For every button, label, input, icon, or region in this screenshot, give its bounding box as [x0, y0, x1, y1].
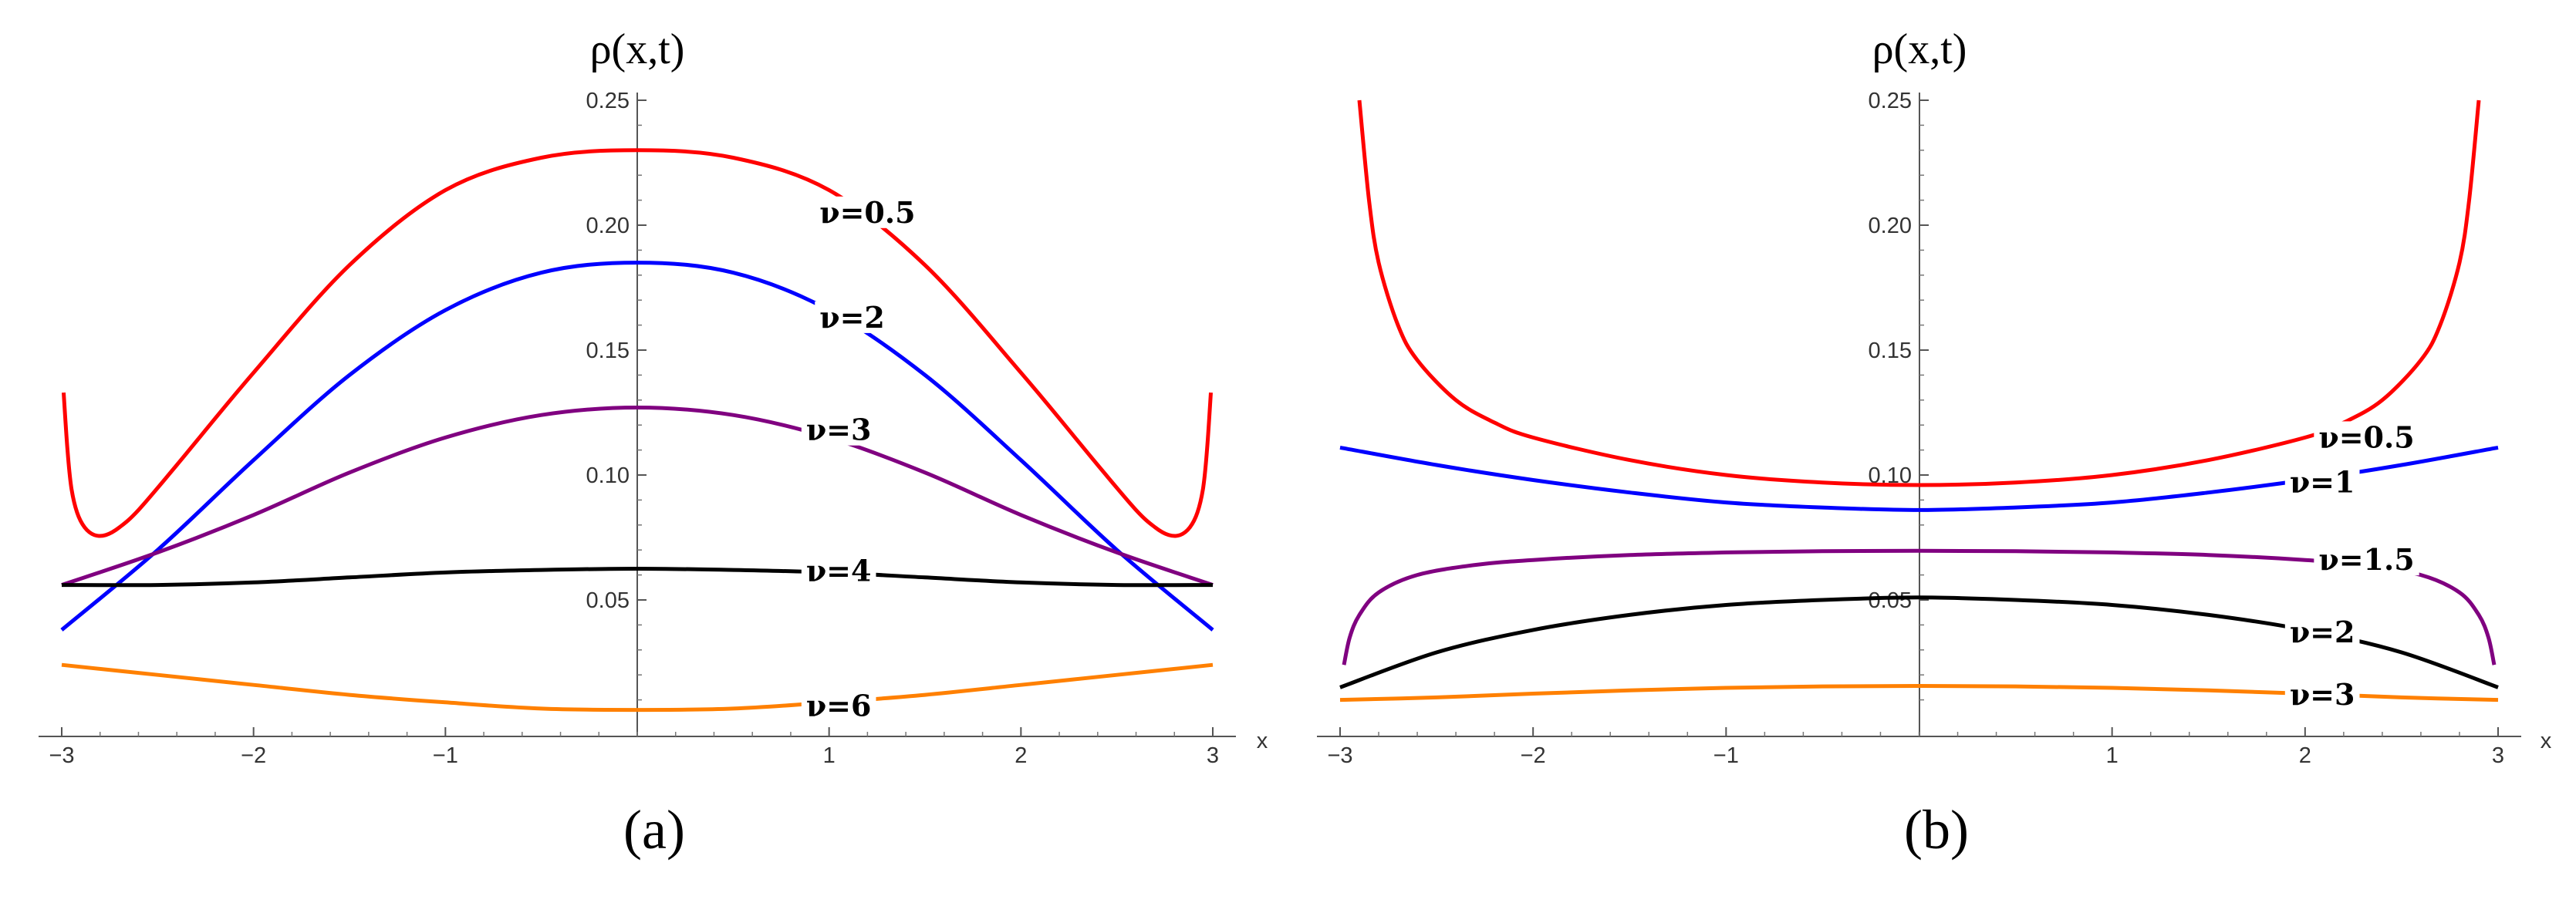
panel-caption: (b) — [1904, 799, 1969, 861]
x-axis-label: x — [2541, 729, 2552, 753]
panel-a: −3 −2 −1 1 2 3 0.05 0.10 0.15 0.20 0.25 ν=0.5 ν=2 ν=3… — [39, 25, 1268, 861]
curve-label: ν=0.5 — [2318, 419, 2414, 454]
panel-b: −3 −2 −1 1 2 30.050.100.150.200.25ν=0.5ν=1ν=1… — [1317, 25, 2552, 861]
curve-label: ν=6 — [806, 689, 872, 723]
x-tick-label: 2 — [1015, 743, 1027, 768]
y-axis-label: ρ(x,t) — [1872, 25, 1967, 73]
curve-label: ν=1.5 — [2318, 542, 2414, 577]
x-tick-label: −3 — [1327, 743, 1352, 768]
curve-label: ν=2 — [819, 300, 885, 335]
x-axis-label: x — [1257, 729, 1268, 753]
x-tick-label: 3 — [2492, 743, 2504, 768]
panel-caption: (a) — [623, 799, 685, 861]
curve-label: ν=4 — [806, 554, 872, 588]
y-tick-label: 0.05 — [586, 588, 630, 613]
x-tick-label: −1 — [433, 743, 458, 768]
x-tick-label: −3 — [49, 743, 74, 768]
x-tick-label: 1 — [823, 743, 836, 768]
y-tick-label: 0.25 — [1869, 89, 1912, 113]
y-tick-label: 0.15 — [1869, 339, 1912, 363]
x-tick-label: 2 — [2299, 743, 2311, 768]
curve-label: ν=0.5 — [819, 195, 915, 230]
y-tick-label: 0.20 — [1869, 214, 1912, 238]
curve-label-bg — [815, 301, 890, 333]
curve-label-bg — [815, 196, 920, 228]
y-tick-label: 0.15 — [586, 339, 630, 363]
x-tick-label: −1 — [1713, 743, 1739, 768]
y-tick-label: 0.10 — [586, 463, 630, 488]
x-tick-label: 1 — [2106, 743, 2119, 768]
curve-label-bg — [801, 554, 876, 587]
curve-label-bg — [2284, 616, 2360, 649]
curve-label-bg — [2314, 421, 2419, 453]
x-tick-label: −2 — [241, 743, 266, 768]
y-axis-label: ρ(x,t) — [590, 25, 685, 73]
x-tick-label: −2 — [1521, 743, 1546, 768]
series-line — [62, 148, 1213, 538]
curve-label-bg — [2284, 466, 2360, 498]
curve-label-bg — [801, 689, 876, 722]
x-tick-label: 3 — [1207, 743, 1219, 768]
curve-label: ν=3 — [2290, 677, 2355, 712]
series-line — [1357, 99, 2481, 487]
y-tick-label: 0.20 — [586, 214, 630, 238]
curve-label: ν=2 — [2290, 615, 2355, 649]
series-line — [61, 567, 1214, 588]
series-line — [61, 662, 1214, 713]
series-line — [61, 406, 1214, 587]
curve-label-bg — [2284, 679, 2360, 711]
y-tick-label: 0.25 — [586, 89, 630, 113]
series-line — [1342, 548, 2497, 665]
curve-label: ν=3 — [806, 413, 872, 447]
y-tick-label: 0.05 — [1869, 588, 1912, 613]
curve-label-bg — [2314, 544, 2419, 576]
series-line — [60, 261, 1214, 632]
curve-label-bg — [801, 413, 876, 446]
curve-label: ν=1 — [2290, 465, 2355, 500]
